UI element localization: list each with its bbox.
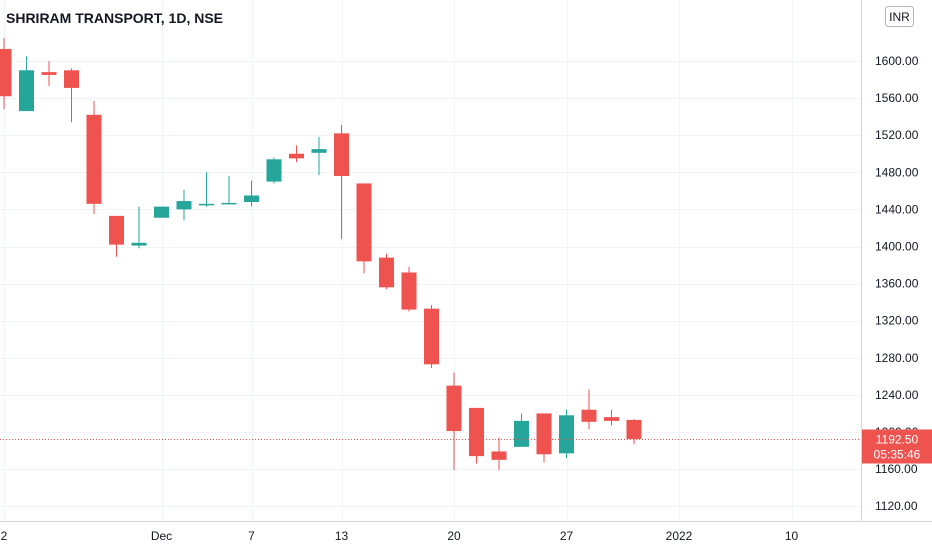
candle: [0, 37, 12, 110]
candles-layer: [0, 37, 642, 471]
candle: [604, 409, 619, 426]
time-tick-label: Dec: [151, 529, 172, 543]
price-tick-label: 1520.00: [875, 128, 919, 142]
price-tick-label: 1240.00: [875, 388, 919, 402]
candle-body-down: [0, 48, 12, 97]
candle-body-down: [379, 257, 394, 288]
candle: [19, 56, 34, 112]
candle-body-up: [221, 202, 237, 205]
candle-body-down: [356, 183, 372, 262]
candle-body-down: [604, 417, 619, 421]
candle-body-up: [176, 201, 192, 210]
candle-body-up: [19, 70, 34, 112]
candle-body-down: [536, 413, 552, 455]
time-tick-label: 2022: [666, 529, 693, 543]
candle: [86, 100, 102, 215]
candle: [559, 409, 574, 458]
candle-body-up: [131, 242, 147, 246]
candle-body-down: [86, 114, 102, 204]
price-tick-label: 1480.00: [875, 165, 919, 179]
price-tick-label: 1600.00: [875, 54, 919, 68]
candle: [491, 437, 507, 471]
candle-body-down: [491, 451, 507, 460]
candle: [536, 413, 552, 463]
candle: [424, 304, 439, 369]
candle-body-down: [626, 419, 642, 439]
candle: [401, 266, 417, 312]
price-tick-label: 1400.00: [875, 240, 919, 254]
price-tick-label: 1320.00: [875, 314, 919, 328]
candle: [356, 183, 372, 274]
time-tick-label: 7: [248, 529, 255, 543]
candle: [469, 407, 484, 464]
time-tick-label: 27: [560, 529, 574, 543]
bar-countdown: 05:35:46: [874, 448, 921, 462]
candle: [244, 180, 259, 207]
price-tick-label: 1120.00: [875, 499, 918, 513]
candle: [311, 137, 327, 176]
candle-body-up: [199, 203, 214, 206]
currency-badge[interactable]: INR: [885, 6, 914, 27]
candle: [289, 145, 304, 163]
candle-body-up: [266, 159, 282, 182]
candle: [266, 157, 282, 184]
candle-body-up: [311, 149, 327, 153]
price-tick-label: 1560.00: [875, 91, 919, 105]
candle: [131, 206, 147, 249]
candle-body-down: [581, 409, 597, 422]
candle-body-up: [244, 195, 259, 202]
last-price-label-box: [862, 429, 932, 464]
candle-body-down: [41, 72, 57, 75]
candle: [446, 372, 462, 471]
time-tick-label: 20: [447, 529, 461, 543]
candle-body-down: [289, 153, 304, 159]
candle: [41, 61, 57, 87]
candle: [581, 389, 597, 430]
time-axis[interactable]: 2 Dec 7 13 20 27 2022 10: [1, 529, 799, 543]
candle-body-down: [469, 407, 484, 457]
price-tick-label: 1160.00: [875, 462, 918, 476]
candle-body-up: [514, 420, 529, 447]
candle-body-down: [64, 70, 79, 88]
candle: [221, 176, 237, 205]
time-tick-label: 13: [335, 529, 349, 543]
candle: [154, 206, 169, 218]
candle: [334, 124, 349, 240]
candle-body-down: [424, 308, 439, 365]
candle: [626, 419, 642, 445]
grid-layer: [0, 0, 861, 521]
time-tick-label: 10: [785, 529, 799, 543]
candle-body-down: [334, 133, 349, 177]
candle: [514, 413, 529, 447]
chart-title: SHRIRAM TRANSPORT, 1D, NSE: [6, 10, 223, 26]
currency-badge-label: INR: [889, 10, 910, 24]
candle-body-down: [446, 385, 462, 432]
candle: [109, 215, 124, 257]
price-tick-label: 1280.00: [875, 351, 919, 365]
last-price-label: 1192.50 05:35:46: [862, 429, 932, 464]
candle-body-down: [109, 215, 124, 245]
candle-body-down: [401, 272, 417, 310]
price-tick-label: 1440.00: [875, 202, 919, 216]
axes-layer: [0, 0, 932, 522]
last-price-value: 1192.50: [876, 433, 919, 447]
candle: [199, 172, 214, 207]
candle-body-up: [154, 206, 169, 218]
candle: [379, 253, 394, 290]
price-tick-label: 1360.00: [875, 277, 919, 291]
candle: [176, 189, 192, 221]
candle: [64, 68, 79, 123]
currency-badge-box[interactable]: [885, 6, 914, 27]
candle-body-up: [559, 415, 574, 454]
time-tick-label: 2: [1, 529, 8, 543]
